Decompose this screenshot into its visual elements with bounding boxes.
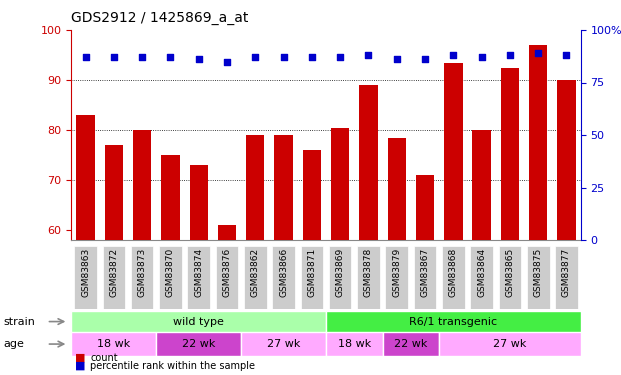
Text: 27 wk: 27 wk bbox=[493, 339, 527, 349]
Text: 22 wk: 22 wk bbox=[394, 339, 428, 349]
Text: count: count bbox=[90, 353, 117, 363]
Text: 18 wk: 18 wk bbox=[97, 339, 130, 349]
Bar bbox=[499, 246, 521, 309]
Text: GSM83878: GSM83878 bbox=[364, 248, 373, 297]
Point bbox=[505, 52, 515, 58]
Point bbox=[165, 54, 175, 60]
Bar bbox=[218, 225, 236, 240]
Bar bbox=[557, 80, 576, 240]
Text: GSM83870: GSM83870 bbox=[166, 248, 175, 297]
Text: GSM83871: GSM83871 bbox=[307, 248, 316, 297]
Bar bbox=[301, 246, 323, 309]
Text: GSM83869: GSM83869 bbox=[336, 248, 345, 297]
Bar bbox=[71, 332, 156, 356]
Point bbox=[477, 54, 487, 60]
Bar bbox=[246, 135, 265, 240]
Bar bbox=[131, 246, 153, 309]
Bar bbox=[439, 332, 581, 356]
Text: 22 wk: 22 wk bbox=[182, 339, 215, 349]
Point bbox=[448, 52, 458, 58]
Bar bbox=[215, 246, 238, 309]
Text: GSM83867: GSM83867 bbox=[420, 248, 430, 297]
Bar bbox=[444, 63, 463, 240]
Text: GSM83868: GSM83868 bbox=[449, 248, 458, 297]
Bar bbox=[555, 246, 578, 309]
Point bbox=[533, 50, 543, 56]
Bar bbox=[416, 175, 434, 240]
Text: GSM83865: GSM83865 bbox=[505, 248, 514, 297]
Point bbox=[194, 56, 204, 62]
Text: GSM83864: GSM83864 bbox=[477, 248, 486, 297]
Text: wild type: wild type bbox=[173, 316, 224, 327]
Bar bbox=[156, 332, 241, 356]
Bar bbox=[159, 246, 182, 309]
Text: GSM83877: GSM83877 bbox=[562, 248, 571, 297]
Text: GSM83879: GSM83879 bbox=[392, 248, 401, 297]
Point bbox=[420, 56, 430, 62]
Text: GDS2912 / 1425869_a_at: GDS2912 / 1425869_a_at bbox=[71, 11, 249, 25]
Bar bbox=[274, 135, 292, 240]
Bar bbox=[241, 332, 326, 356]
Bar bbox=[383, 332, 439, 356]
Bar bbox=[302, 150, 321, 240]
Text: ■: ■ bbox=[75, 361, 85, 370]
Bar bbox=[442, 246, 465, 309]
Point bbox=[363, 52, 373, 58]
Text: percentile rank within the sample: percentile rank within the sample bbox=[90, 361, 255, 370]
Bar bbox=[326, 332, 383, 356]
Bar bbox=[386, 246, 408, 309]
Point bbox=[335, 54, 345, 60]
Text: 18 wk: 18 wk bbox=[338, 339, 371, 349]
Bar bbox=[75, 246, 97, 309]
Bar bbox=[501, 68, 519, 240]
Point bbox=[250, 54, 260, 60]
Bar bbox=[102, 246, 125, 309]
Text: GSM83872: GSM83872 bbox=[109, 248, 119, 297]
Point bbox=[137, 54, 147, 60]
Bar bbox=[388, 138, 406, 240]
Bar bbox=[71, 311, 326, 332]
Bar bbox=[331, 128, 350, 240]
Point bbox=[392, 56, 402, 62]
Text: age: age bbox=[3, 339, 24, 349]
Point bbox=[561, 52, 571, 58]
Text: GSM83863: GSM83863 bbox=[81, 248, 90, 297]
Text: ■: ■ bbox=[75, 353, 85, 363]
Bar bbox=[326, 311, 581, 332]
Point bbox=[307, 54, 317, 60]
Bar bbox=[188, 246, 210, 309]
Bar bbox=[527, 246, 550, 309]
Bar bbox=[272, 246, 295, 309]
Text: GSM83873: GSM83873 bbox=[138, 248, 147, 297]
Bar bbox=[161, 155, 179, 240]
Bar bbox=[473, 130, 491, 240]
Bar bbox=[357, 246, 380, 309]
Text: GSM83875: GSM83875 bbox=[533, 248, 543, 297]
Bar bbox=[470, 246, 493, 309]
Text: GSM83874: GSM83874 bbox=[194, 248, 203, 297]
Text: R6/1 transgenic: R6/1 transgenic bbox=[409, 316, 497, 327]
Bar bbox=[189, 165, 208, 240]
Text: 27 wk: 27 wk bbox=[267, 339, 301, 349]
Point bbox=[279, 54, 289, 60]
Point bbox=[222, 58, 232, 64]
Text: GSM83866: GSM83866 bbox=[279, 248, 288, 297]
Bar bbox=[244, 246, 266, 309]
Point bbox=[81, 54, 91, 60]
Bar bbox=[76, 115, 95, 240]
Bar bbox=[105, 145, 123, 240]
Bar bbox=[360, 85, 378, 240]
Text: strain: strain bbox=[3, 316, 35, 327]
Bar bbox=[133, 130, 152, 240]
Bar bbox=[414, 246, 437, 309]
Bar bbox=[529, 45, 547, 240]
Bar bbox=[329, 246, 351, 309]
Point bbox=[109, 54, 119, 60]
Text: GSM83876: GSM83876 bbox=[222, 248, 232, 297]
Text: GSM83862: GSM83862 bbox=[251, 248, 260, 297]
